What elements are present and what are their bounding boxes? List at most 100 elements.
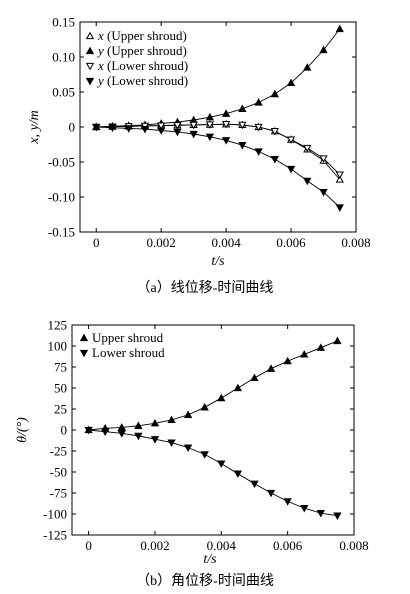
data-point	[200, 451, 209, 459]
data-point	[221, 109, 231, 117]
y-tick-label: 0.15	[52, 15, 75, 30]
data-point	[283, 498, 292, 506]
series-line	[88, 340, 338, 431]
data-point	[189, 130, 198, 139]
data-point	[303, 144, 312, 153]
data-point	[283, 356, 292, 365]
data-point	[300, 350, 309, 358]
data-point	[124, 125, 133, 133]
axis-ticks-a: 0 0.002 0.004 0.006 0.008 0.15 0.10 0.05 0 -0.05 -…	[48, 15, 371, 251]
y-axis-label-b: θ/(°)	[15, 417, 30, 443]
data-point	[254, 123, 263, 132]
legend-marker	[85, 77, 95, 86]
data-point	[335, 171, 344, 179]
legend-label: Lower shroud	[92, 345, 165, 360]
data-point	[217, 393, 226, 402]
x-tick-label: 0.002	[140, 538, 169, 553]
y-tick-label: 0	[69, 120, 76, 135]
data-point	[157, 122, 166, 130]
y-tick-label: -0.10	[48, 190, 75, 205]
data-point	[205, 112, 215, 121]
data-point	[319, 155, 328, 163]
data-point	[238, 121, 247, 130]
legend-label: Upper shroud	[92, 330, 164, 345]
data-point	[84, 426, 93, 435]
series-group-a	[92, 24, 344, 212]
series-line	[96, 123, 341, 180]
data-point	[217, 460, 226, 468]
legend-a: x (Upper shroud)y (Upper shroud)x (Lower…	[85, 28, 188, 88]
data-point	[270, 89, 279, 98]
data-point	[286, 78, 296, 87]
series-line	[96, 123, 341, 175]
data-point	[233, 383, 243, 392]
caption-a: （a）线位移-时间曲线	[137, 280, 274, 296]
x-tick-label: 0.004	[211, 235, 241, 250]
series-line	[88, 429, 338, 517]
legend-label: y (Upper shroud)	[96, 43, 187, 58]
data-point	[205, 121, 215, 129]
y-tick-label: 25	[54, 402, 67, 417]
data-point	[233, 470, 243, 479]
data-point	[270, 128, 279, 136]
y-tick-label: -0.15	[48, 225, 75, 240]
data-point	[286, 136, 296, 144]
data-point	[250, 480, 259, 489]
series-group-b	[84, 336, 342, 521]
data-point	[238, 142, 247, 150]
data-point	[150, 418, 160, 427]
data-point	[270, 156, 279, 164]
data-point	[319, 45, 328, 54]
data-point	[167, 415, 176, 424]
legend-marker	[85, 46, 95, 55]
data-point	[183, 444, 193, 452]
data-point	[117, 430, 126, 438]
x-tick-label: 0.008	[339, 538, 368, 553]
y-tick-label: 75	[54, 360, 67, 375]
x-tick-label: 0	[85, 538, 92, 553]
x-tick-label: 0.002	[147, 235, 176, 250]
legend-marker	[85, 62, 95, 71]
data-point	[200, 402, 209, 411]
data-point	[92, 123, 101, 132]
x-tick-label: 0.006	[273, 538, 303, 553]
y-tick-label: -25	[50, 444, 67, 459]
data-point	[134, 432, 143, 441]
y-tick-label: 0	[61, 423, 68, 438]
data-point	[117, 423, 126, 431]
data-point	[183, 410, 193, 419]
data-point	[335, 175, 344, 183]
y-tick-label: -50	[50, 465, 67, 480]
data-point	[335, 24, 344, 33]
data-point	[266, 489, 276, 498]
data-point	[150, 436, 160, 444]
legend-marker	[79, 349, 89, 358]
data-point	[316, 510, 325, 518]
x-tick-label: 0.006	[276, 235, 306, 250]
legend-label: y (Lower shroud)	[96, 73, 188, 88]
data-point	[333, 512, 342, 521]
data-point	[333, 336, 342, 345]
x-tick-label: 0.008	[341, 235, 370, 250]
series-line	[96, 28, 341, 128]
data-point	[167, 439, 176, 447]
chart-panel-b: 0 0.002 0.004 0.006 0.008 125 100 75 50 25 0 -25 -50…	[15, 318, 369, 590]
data-point	[250, 373, 259, 382]
x-axis-label-a: t/s	[211, 254, 225, 269]
y-tick-label: -0.05	[48, 155, 75, 170]
x-tick-label: 0	[93, 235, 100, 250]
data-point	[140, 125, 150, 134]
y-axis-label-a: x, y/m	[27, 110, 42, 144]
y-tick-label: -100	[43, 507, 67, 522]
x-tick-label: 0.004	[207, 538, 237, 553]
data-point	[134, 421, 143, 429]
data-point	[221, 137, 231, 145]
y-tick-label: 50	[54, 381, 67, 396]
caption-b: （b）角位移-时间曲线	[136, 573, 274, 589]
data-point	[101, 428, 110, 437]
data-point	[335, 204, 344, 212]
data-point	[108, 124, 117, 133]
y-tick-label: 0.05	[52, 85, 75, 100]
data-point	[303, 177, 312, 186]
